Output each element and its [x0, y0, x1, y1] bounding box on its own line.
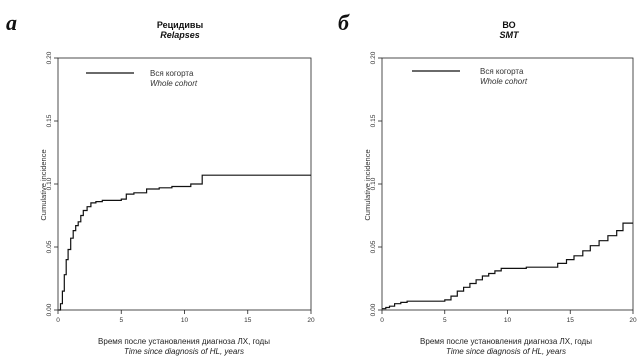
plot-frame: [57, 57, 312, 311]
axes: [57, 57, 312, 311]
legend-label-en: Whole cohort: [480, 77, 528, 86]
axes: [381, 57, 634, 311]
y-tick-label: 0.15: [46, 114, 53, 127]
y-tick-label: 0.05: [46, 240, 53, 253]
y-tick-label: 0.05: [370, 240, 377, 253]
x-tick-label: 0: [380, 317, 384, 324]
x-tick-label: 5: [443, 317, 447, 324]
x-tick-label: 5: [119, 317, 123, 324]
chart-title: ВО: [502, 20, 515, 30]
series-line-whole-cohort: [382, 222, 633, 310]
y-tick-label: 0.00: [46, 303, 53, 316]
x-tick-label: 20: [307, 317, 315, 324]
y-tick-label: 0.10: [370, 177, 377, 190]
plot-frame: [381, 57, 634, 311]
panel-letter-b: б: [338, 10, 350, 35]
series-line-whole-cohort: [58, 174, 311, 311]
x-tick-label: 20: [629, 317, 637, 324]
legend-label: Вся когорта: [150, 69, 194, 78]
legend-label-en: Whole cohort: [150, 79, 198, 88]
tick-marks: 0 5 10 15 20 0.00 0.05 0.10 0.15 0.20: [370, 51, 637, 324]
y-tick-label: 0.10: [46, 177, 53, 190]
panel-relapses: а Рецидивы Relapses Cumulative incidence…: [6, 10, 315, 356]
panel-smt: б ВО SMT Cumulative incidence 0 5 10 15 20 0.…: [338, 10, 637, 356]
x-tick-label: 10: [181, 317, 189, 324]
y-tick-label: 0.20: [370, 51, 377, 64]
panel-letter-a: а: [6, 10, 17, 35]
x-axis-label: Время после установления диагноза ЛХ, го…: [98, 337, 270, 346]
chart-title: Рецидивы: [157, 20, 204, 30]
y-tick-label: 0.20: [46, 51, 53, 64]
y-tick-label: 0.15: [370, 114, 377, 127]
y-axis-label: Cumulative incidence: [363, 149, 372, 220]
x-tick-label: 15: [244, 317, 252, 324]
x-tick-label: 0: [56, 317, 60, 324]
tick-marks: 0 5 10 15 20 0.00 0.05 0.10 0.15 0.20: [46, 51, 315, 324]
chart-subtitle: SMT: [500, 30, 521, 40]
x-tick-label: 10: [504, 317, 512, 324]
y-axis-label: Cumulative incidence: [39, 149, 48, 220]
chart-subtitle: Relapses: [160, 30, 200, 40]
x-axis-label: Время после установления диагноза ЛХ, го…: [420, 337, 592, 346]
x-axis-label-en: Time since diagnosis of HL, years: [124, 347, 244, 356]
y-tick-label: 0.00: [370, 303, 377, 316]
x-tick-label: 15: [567, 317, 575, 324]
legend-label: Вся когорта: [480, 67, 524, 76]
x-axis-label-en: Time since diagnosis of HL, years: [446, 347, 566, 356]
